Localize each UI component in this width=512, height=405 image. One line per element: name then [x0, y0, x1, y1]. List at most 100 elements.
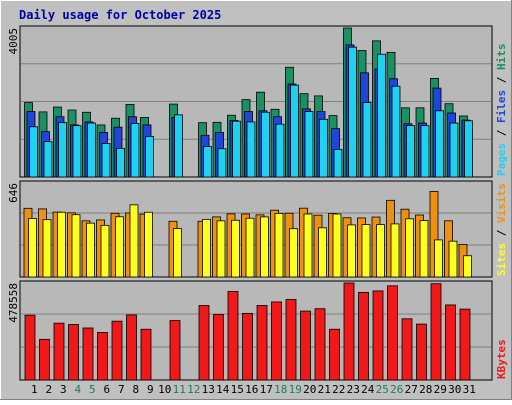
day-label-26: 26: [390, 383, 403, 396]
bar-kbytes-day-16: [242, 312, 253, 381]
bar-kbytes-day-25: [372, 290, 384, 381]
bar-kbytes-day-19: [285, 299, 297, 381]
chart-title: Daily usage for October 2025: [19, 8, 221, 22]
bar-pages-day-7: [116, 147, 125, 178]
bar-pages-day-28: [420, 125, 430, 178]
bar-pages-day-22: [333, 149, 343, 178]
bar-kbytes-day-27: [401, 318, 413, 381]
bar-sites-day-21: [318, 227, 327, 278]
bar-pages-day-4: [72, 125, 82, 178]
bar-sites-day-7: [115, 216, 124, 278]
bar-pages-day-19: [290, 84, 299, 178]
y-max-label-hits-files-pages: 4005: [7, 28, 20, 55]
bar-sites-day-4: [71, 214, 81, 278]
legend-separator: /: [495, 123, 508, 143]
bar-kbytes-day-17: [256, 305, 268, 381]
panel-hits-files-pages: 4005 Pages / Files / Hits: [7, 25, 508, 178]
bar-kbytes-day-24: [358, 291, 369, 381]
bar-pages-day-18: [275, 123, 285, 178]
bar-sites-day-6: [100, 224, 110, 278]
bar-sites-day-18: [274, 213, 284, 278]
day-label-4: 4: [74, 383, 81, 396]
bar-sites-day-9: [144, 211, 153, 278]
day-label-18: 18: [274, 383, 287, 396]
day-label-23: 23: [347, 383, 360, 396]
bar-sites-day-30: [448, 240, 458, 278]
bar-sites-day-22: [332, 213, 342, 278]
bar-kbytes-day-18: [271, 301, 282, 381]
legend-item-kbytes: KBytes: [495, 339, 508, 379]
day-label-9: 9: [147, 383, 154, 396]
bar-pages-day-23: [348, 46, 357, 178]
bar-kbytes-day-6: [97, 332, 108, 381]
bar-pages-day-20: [304, 111, 314, 178]
bar-sites-day-23: [347, 224, 356, 278]
bar-kbytes-day-4: [68, 324, 79, 381]
day-label-29: 29: [434, 383, 447, 396]
day-label-12: 12: [187, 383, 200, 396]
bar-pages-day-17: [261, 111, 270, 178]
day-label-8: 8: [132, 383, 139, 396]
bar-kbytes-day-15: [227, 290, 239, 381]
bar-pages-day-30: [449, 122, 459, 178]
day-label-30: 30: [448, 383, 461, 396]
day-label-1: 1: [31, 383, 38, 396]
legend-item-hits: Hits: [495, 44, 508, 71]
legend-item-sites: Sites: [495, 243, 508, 276]
bar-sites-day-3: [57, 211, 66, 278]
legend-item-pages: Pages: [495, 143, 508, 176]
bar-kbytes-day-5: [82, 327, 94, 381]
bar-sites-day-26: [390, 223, 400, 278]
bar-pages-day-27: [406, 125, 415, 178]
bar-pages-day-11: [174, 114, 183, 178]
bar-sites-day-16: [245, 217, 255, 278]
legend-hits-files-pages: Pages / Files / Hits: [495, 44, 508, 177]
bar-kbytes-day-9: [140, 328, 152, 381]
bar-sites-day-20: [303, 213, 313, 278]
day-label-20: 20: [303, 383, 316, 396]
day-label-11: 11: [173, 383, 186, 396]
day-label-5: 5: [89, 383, 96, 396]
bar-sites-day-2: [42, 219, 52, 278]
bar-kbytes-day-11: [169, 320, 181, 381]
day-label-25: 25: [376, 383, 389, 396]
day-label-17: 17: [260, 383, 273, 396]
bar-pages-day-29: [435, 110, 444, 178]
bar-pages-day-2: [43, 141, 53, 178]
bar-pages-day-9: [145, 136, 154, 178]
bar-pages-day-14: [217, 148, 227, 178]
bar-sites-day-19: [289, 228, 298, 278]
bar-kbytes-day-31: [459, 308, 471, 381]
bar-kbytes-day-7: [111, 320, 123, 381]
bar-sites-day-1: [28, 218, 37, 278]
bar-pages-day-5: [87, 122, 96, 178]
day-label-6: 6: [103, 383, 110, 396]
bar-sites-day-5: [86, 222, 95, 278]
day-label-2: 2: [45, 383, 52, 396]
bar-kbytes-day-1: [24, 314, 36, 381]
bar-pages-day-16: [246, 121, 256, 178]
legend-separator: /: [495, 70, 508, 90]
bar-pages-day-15: [232, 120, 241, 178]
legend-item-visits: Visits: [495, 183, 508, 223]
day-label-7: 7: [118, 383, 125, 396]
day-label-28: 28: [419, 383, 432, 396]
bar-pages-day-3: [58, 122, 67, 178]
day-label-27: 27: [405, 383, 418, 396]
bar-kbytes-day-20: [300, 310, 311, 381]
bar-sites-day-27: [405, 218, 414, 278]
day-label-21: 21: [318, 383, 331, 396]
day-label-14: 14: [216, 383, 230, 396]
day-label-31: 31: [463, 383, 476, 396]
bar-pages-day-13: [203, 146, 212, 178]
legend-separator: /: [495, 223, 508, 243]
day-label-19: 19: [289, 383, 302, 396]
bar-sites-day-28: [419, 220, 429, 278]
bar-sites-day-15: [231, 219, 240, 278]
day-axis: 1 2 3 4 5 6 7 8 9 10 11 12 13 14 15 16 17 18 19 20 21 22 23 24 2…: [31, 383, 476, 396]
bar-kbytes-day-2: [39, 338, 50, 381]
day-label-24: 24: [361, 383, 375, 396]
bar-kbytes-day-14: [213, 314, 224, 381]
